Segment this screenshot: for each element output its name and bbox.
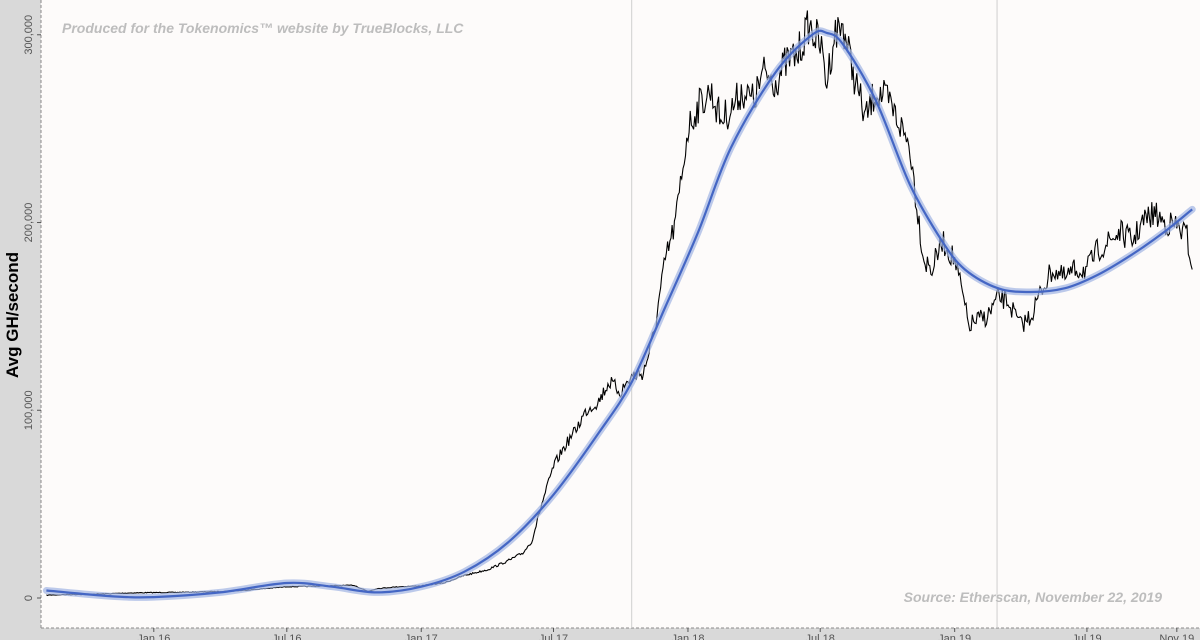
x-tick-label-8: Nov 19 — [1159, 633, 1194, 640]
y-tick-label-2: 200,000 — [23, 203, 35, 243]
y-axis-ticks: 0 100,000 200,000 300,000 — [23, 15, 41, 601]
source-annotation: Source: Etherscan, November 22, 2019 — [904, 589, 1163, 605]
y-tick-label-0: 0 — [23, 595, 35, 601]
vertical-markers — [631, 0, 998, 628]
x-tick-label-0: Jan 16 — [137, 633, 170, 640]
producer-annotation: Produced for the Tokenomics™ website by … — [62, 20, 464, 36]
trend-line — [46, 29, 1193, 599]
series-layer — [42, 10, 1196, 601]
x-tick-label-5: Jul 18 — [806, 633, 835, 640]
x-tick-label-7: Jul 19 — [1072, 633, 1101, 640]
x-tick-label-1: Jul 16 — [272, 633, 301, 640]
x-tick-label-4: Jan 18 — [671, 633, 704, 640]
y-axis-label: Avg GH/second — [3, 252, 22, 378]
y-tick-label-3: 300,000 — [23, 15, 35, 55]
x-tick-label-6: Jan 19 — [938, 633, 971, 640]
plot-background — [41, 0, 1200, 628]
y-tick-label-1: 100,000 — [23, 390, 35, 430]
x-tick-label-3: Jul 17 — [539, 633, 568, 640]
x-tick-label-2: Jan 17 — [405, 633, 438, 640]
x-axis-ticks: Jan 16 Jul 16 Jan 17 Jul 17 Jan 18 Jul 18 Jan … — [137, 628, 1194, 640]
